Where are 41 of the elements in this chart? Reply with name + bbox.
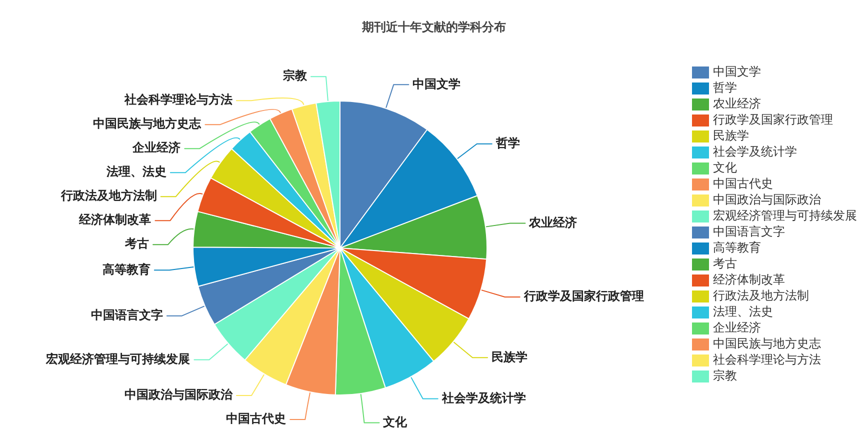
slice-label: 考古	[124, 236, 150, 251]
slice-label: 宏观经济管理与可持续发展	[45, 352, 190, 366]
slice-label: 中国古代史	[226, 412, 286, 426]
slice-label: 农业经济	[528, 215, 578, 230]
legend-label: 中国文学	[713, 64, 761, 79]
legend-label: 哲学	[713, 80, 737, 95]
slice-label: 民族学	[492, 350, 528, 364]
legend-label: 考古	[713, 256, 737, 271]
legend-label: 文化	[713, 160, 737, 175]
slice-label: 高等教育	[102, 262, 150, 276]
legend-label: 中国古代史	[713, 176, 773, 191]
legend-label: 中国民族与地方史志	[713, 336, 821, 351]
slice-label: 企业经济	[132, 140, 181, 155]
slice-label: 行政学及国家行政管理	[522, 289, 644, 304]
slice-label: 文化	[382, 414, 408, 429]
legend-label: 社会学及统计学	[713, 144, 797, 159]
legend-label: 农业经济	[713, 96, 761, 111]
legend-label: 中国语言文字	[713, 224, 785, 239]
chart-title: 期刊近十年文献的学科分布	[361, 20, 506, 34]
legend-label: 经济体制改革	[713, 272, 785, 287]
legend-label: 法理、法史	[713, 304, 773, 319]
slice-label: 法理、法史	[105, 164, 166, 179]
legend-label: 行政学及国家行政管理	[713, 112, 833, 127]
legend-label: 高等教育	[713, 240, 761, 255]
legend-label: 企业经济	[713, 320, 761, 335]
legend-label: 行政法及地方法制	[713, 288, 809, 303]
slice-label: 中国政治与国际政治	[124, 388, 234, 402]
slice-label: 社会科学理论与方法	[123, 92, 232, 107]
slice-label: 经济体制改革	[78, 212, 152, 227]
slice-label: 哲学	[494, 136, 520, 150]
legend-label: 宏观经济管理与可持续发展	[713, 208, 857, 223]
legend-label: 民族学	[713, 128, 749, 143]
slice-label: 中国民族与地方史志	[93, 116, 202, 131]
slice-label: 中国文学	[412, 76, 461, 91]
slice-label: 行政法及地方法制	[60, 188, 157, 203]
slice-label: 中国语言文字	[90, 308, 163, 322]
legend-label: 中国政治与国际政治	[713, 192, 821, 207]
legend-label: 宗教	[713, 368, 737, 383]
legend-label: 社会科学理论与方法	[713, 352, 821, 367]
slice-label: 宗教	[282, 68, 308, 83]
slice-label: 社会学及统计学	[440, 390, 526, 405]
